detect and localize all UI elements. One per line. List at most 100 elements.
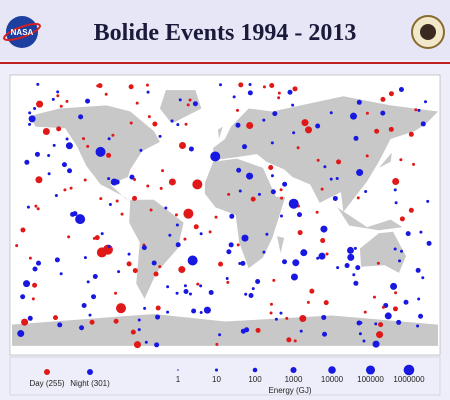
event-dot [219, 83, 223, 87]
event-dot [320, 187, 324, 191]
event-dot [28, 111, 32, 115]
event-dot [240, 328, 246, 334]
event-dot [353, 246, 357, 250]
emblem-center [420, 24, 436, 40]
event-dot [155, 305, 161, 311]
event-dot [241, 234, 249, 242]
event-dot [315, 210, 319, 214]
continent [217, 126, 223, 139]
nasa-text: NASA [11, 28, 34, 37]
event-dot [188, 292, 192, 296]
event-dot [196, 282, 200, 286]
continent [213, 96, 438, 212]
event-dot [184, 122, 188, 126]
event-dot [114, 291, 118, 295]
event-dot [28, 256, 32, 260]
event-dot [153, 271, 159, 277]
event-dot [376, 331, 384, 339]
event-dot [320, 238, 326, 244]
event-dot [34, 204, 38, 208]
event-dot [59, 104, 63, 108]
event-dot [95, 146, 106, 157]
event-dot [279, 214, 283, 218]
event-dot [32, 266, 38, 272]
event-dot [186, 103, 190, 107]
event-dot [291, 103, 295, 107]
event-dot [149, 208, 153, 212]
event-dot [329, 177, 333, 181]
event-dot [356, 99, 362, 105]
event-dot [286, 337, 292, 343]
event-dot [318, 252, 326, 260]
event-dot [191, 308, 197, 314]
event-dot [178, 266, 186, 274]
event-dot [417, 108, 421, 112]
event-dot [24, 159, 30, 165]
event-dot [47, 153, 51, 157]
event-dot [139, 148, 143, 152]
event-dot [228, 242, 234, 248]
event-dot [15, 244, 19, 248]
event-dot [111, 133, 115, 137]
event-dot [374, 128, 380, 134]
event-dot [299, 315, 307, 323]
event-dot [388, 126, 394, 132]
event-dot [135, 101, 139, 105]
event-dot [269, 311, 273, 315]
event-dot [352, 273, 356, 277]
event-dot [20, 294, 26, 300]
event-dot [272, 278, 276, 282]
event-dot [120, 212, 124, 216]
event-dot [218, 261, 224, 267]
event-dot [392, 178, 400, 186]
event-dot [332, 195, 338, 201]
event-dot [170, 119, 174, 123]
event-dot [247, 90, 253, 96]
event-dot [199, 284, 203, 288]
event-dot [100, 232, 104, 236]
event-dot [23, 280, 31, 288]
event-dot [288, 198, 299, 209]
event-dot [269, 302, 273, 306]
event-dot [349, 112, 357, 120]
event-dot [20, 227, 26, 233]
event-dot [91, 294, 97, 300]
event-dot [26, 205, 30, 209]
event-dot [372, 295, 376, 299]
event-dot [104, 92, 108, 96]
event-dot [203, 306, 211, 314]
energy-title: Energy (GJ) [268, 386, 311, 395]
event-dot [193, 224, 199, 230]
event-dot [376, 261, 380, 265]
event-dot [257, 192, 261, 196]
event-dot [235, 108, 239, 112]
continent [129, 199, 184, 299]
event-dot [248, 293, 254, 299]
continent [337, 207, 403, 231]
event-dot [262, 85, 266, 89]
event-dot [132, 268, 138, 274]
event-dot [35, 176, 43, 184]
event-dot [59, 272, 63, 276]
event-dot [28, 115, 36, 123]
event-dot [108, 202, 112, 206]
event-dot [244, 292, 248, 296]
event-dot [364, 190, 368, 194]
event-dot [79, 325, 85, 331]
event-dot [356, 169, 364, 177]
event-dot [226, 280, 230, 284]
event-dot [36, 100, 44, 108]
event-dot [346, 246, 354, 254]
event-dot [214, 215, 218, 219]
event-dot [21, 318, 29, 326]
event-dot [188, 98, 192, 102]
event-dot [393, 188, 397, 192]
day-label: Day (255) [29, 379, 64, 388]
event-dot [356, 320, 362, 326]
event-dot [115, 199, 119, 203]
event-dot [159, 186, 163, 190]
event-dot [133, 341, 141, 349]
event-dot [265, 232, 269, 236]
event-dot [94, 235, 100, 241]
event-dot [151, 260, 157, 266]
